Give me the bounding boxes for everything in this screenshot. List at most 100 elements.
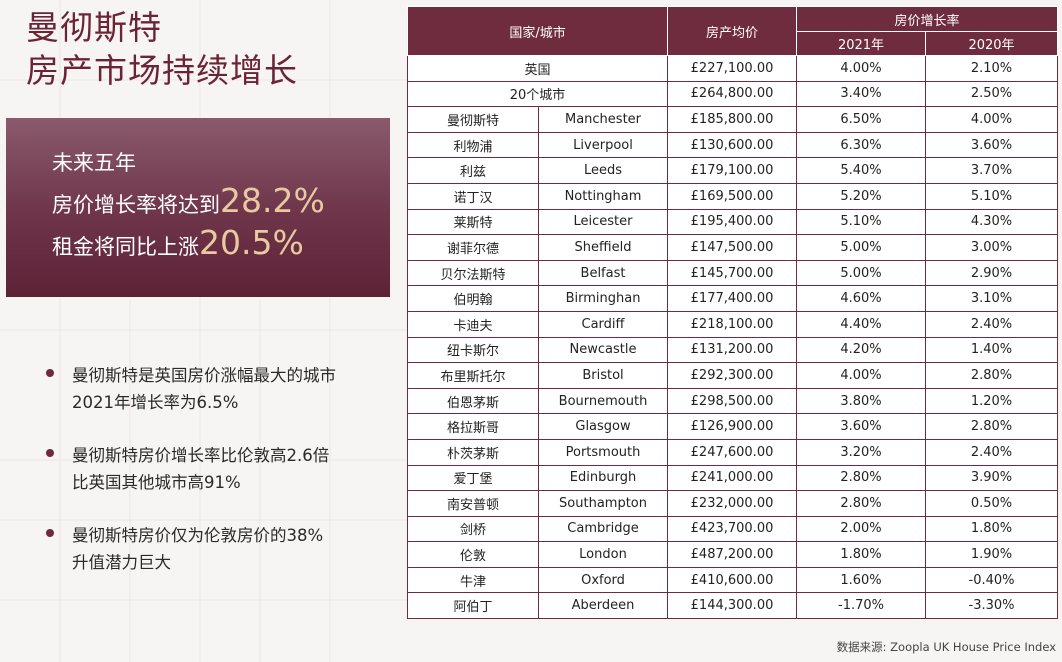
table-row: 伯明翰 Birminghan £177,400.00 4.60% 3.10% <box>407 285 1059 312</box>
cell-growth-2021: 6.30% <box>796 131 927 159</box>
table-row: 贝尔法斯特 Belfast £145,700.00 5.00% 2.90% <box>407 259 1059 287</box>
cell-growth-2021: 6.50% <box>796 106 927 133</box>
cell-growth-2020: -0.40% <box>925 566 1059 594</box>
table-row: 卡迪夫 Cardiff £218,100.00 4.40% 2.40% <box>407 310 1059 338</box>
callout-line-3: 租金将同比上涨20.5% <box>52 224 390 266</box>
table-row: 曼彻斯特 Manchester £185,800.00 6.50% 4.00% <box>407 106 1059 133</box>
cell-growth-2020: 2.90% <box>925 259 1059 287</box>
cell-growth-2020: 2.80% <box>925 362 1059 389</box>
cell-city-en: Aberdeen <box>537 592 669 620</box>
cell-growth-2020: 3.00% <box>925 234 1059 261</box>
cell-city-cn: 朴茨茅斯 <box>407 438 539 466</box>
house-price-table: 国家/城市 房产均价 房价增长率 2021年 2020年 英国 £227,100.… <box>406 6 1059 620</box>
bullet-dot-icon <box>46 369 54 377</box>
cell-avg-price: £292,300.00 <box>667 362 798 389</box>
cell-city-en: Edinburgh <box>537 464 669 492</box>
cell-city-cn: 南安普顿 <box>407 490 539 517</box>
cell-avg-price: £144,300.00 <box>667 592 798 620</box>
bullet-item: 曼彻斯特房价仅为伦敦房价的38% 升值潜力巨大 <box>44 522 384 576</box>
cell-city-cn: 伯恩茅斯 <box>407 387 539 415</box>
callout-price-growth-value: 28.2% <box>220 181 325 220</box>
cell-growth-2020: -3.30% <box>925 592 1059 620</box>
cell-growth-2020: 4.30% <box>925 208 1059 236</box>
table-row: 南安普顿 Southampton £232,000.00 2.80% 0.50% <box>407 490 1059 517</box>
table-row: 剑桥 Cambridge £423,700.00 2.00% 1.80% <box>407 515 1059 543</box>
cell-growth-2021: 5.20% <box>796 182 927 210</box>
bullet-text-line-1: 曼彻斯特是英国房价涨幅最大的城市 <box>72 366 336 385</box>
cell-growth-2020: 1.40% <box>925 336 1059 364</box>
cell-growth-2020: 2.50% <box>925 80 1059 108</box>
cell-growth-2020: 3.70% <box>925 157 1059 184</box>
cell-growth-2021: 5.40% <box>796 157 927 184</box>
table-row: 利兹 Leeds £179,100.00 5.40% 3.70% <box>407 157 1059 184</box>
cell-growth-2021: 3.20% <box>796 438 927 466</box>
table-row: 英国 £227,100.00 4.00% 2.10% <box>406 55 1059 82</box>
cell-growth-2021: 4.40% <box>796 310 927 338</box>
cell-growth-2020: 2.40% <box>925 438 1059 466</box>
table-row: 布里斯托尔 Bristol £292,300.00 4.00% 2.80% <box>407 362 1059 389</box>
bullet-text-line-2: 升值潜力巨大 <box>72 553 171 572</box>
cell-city-cn: 剑桥 <box>407 515 539 543</box>
cell-city-en: Newcastle <box>537 336 669 364</box>
header-location: 国家/城市 <box>406 6 669 56</box>
callout-rent-growth-value: 20.5% <box>199 223 304 262</box>
table-row: 莱斯特 Leicester £195,400.00 5.10% 4.30% <box>407 208 1059 236</box>
callout-line-1: 未来五年 <box>52 151 136 175</box>
callout-rent-growth-label: 租金将同比上涨 <box>52 235 199 259</box>
cell-growth-2020: 5.10% <box>925 182 1059 210</box>
cell-avg-price: £423,700.00 <box>667 515 798 543</box>
bullet-dot-icon <box>46 529 54 537</box>
cell-growth-2020: 3.10% <box>925 285 1059 312</box>
cell-growth-2020: 1.20% <box>925 387 1059 415</box>
cell-growth-2020: 1.90% <box>925 541 1059 568</box>
cell-avg-price: £227,100.00 <box>667 55 798 82</box>
table-row: 朴茨茅斯 Portsmouth £247,600.00 3.20% 2.40% <box>407 438 1059 466</box>
table-row: 爱丁堡 Edinburgh £241,000.00 2.80% 3.90% <box>407 464 1059 492</box>
cell-growth-2021: 4.20% <box>796 336 927 364</box>
table-row: 诺丁汉 Nottingham £169,500.00 5.20% 5.10% <box>407 182 1059 210</box>
cell-avg-price: £298,500.00 <box>667 387 798 415</box>
cell-city-cn: 利物浦 <box>407 131 539 159</box>
page-title: 曼彻斯特 房产市场持续增长 <box>26 6 298 92</box>
table-row: 牛津 Oxford £410,600.00 1.60% -0.40% <box>407 566 1059 594</box>
cell-city-en: Sheffield <box>537 234 669 261</box>
cell-growth-2021: 2.80% <box>796 464 927 492</box>
cell-avg-price: £131,200.00 <box>667 336 798 364</box>
cell-growth-2021: 1.60% <box>796 566 927 594</box>
cell-growth-2020: 4.00% <box>925 106 1059 133</box>
cell-growth-2021: 5.10% <box>796 208 927 236</box>
cell-city-en: Oxford <box>537 566 669 594</box>
cell-city-en: Bristol <box>537 362 669 389</box>
table-row: 纽卡斯尔 Newcastle £131,200.00 4.20% 1.40% <box>407 336 1059 364</box>
cell-avg-price: £487,200.00 <box>667 541 798 568</box>
bullet-text-line-2: 比英国其他城市高91% <box>72 473 241 492</box>
cell-growth-2020: 3.60% <box>925 131 1059 159</box>
table-row: 伦敦 London £487,200.00 1.80% 1.90% <box>407 541 1059 568</box>
callout-price-growth-label: 房价增长率将达到 <box>52 193 220 217</box>
cell-city-cn: 爱丁堡 <box>407 464 539 492</box>
cell-city-cn: 诺丁汉 <box>407 182 539 210</box>
bullet-text-line-1: 曼彻斯特房价增长率比伦敦高2.6倍 <box>72 446 330 465</box>
cell-city-en: Belfast <box>537 259 669 287</box>
cell-growth-2020: 2.80% <box>925 413 1059 440</box>
cell-city-en: Nottingham <box>537 182 669 210</box>
bullet-item: 曼彻斯特是英国房价涨幅最大的城市 2021年增长率为6.5% <box>44 362 384 416</box>
cell-avg-price: £185,800.00 <box>667 106 798 133</box>
cell-city-cn: 纽卡斯尔 <box>407 336 539 364</box>
header-2021: 2021年 <box>796 31 927 56</box>
data-source-note: 数据来源: Zoopla UK House Price Index <box>836 640 1056 654</box>
header-2020: 2020年 <box>925 31 1059 56</box>
cell-avg-price: £169,500.00 <box>667 182 798 210</box>
callout-line-2: 房价增长率将达到28.2% <box>52 182 390 224</box>
cell-city-cn: 阿伯丁 <box>407 592 539 620</box>
cell-avg-price: £126,900.00 <box>667 413 798 440</box>
cell-growth-2021: 3.80% <box>796 387 927 415</box>
cell-avg-price: £247,600.00 <box>667 438 798 466</box>
cell-region: 英国 <box>406 55 669 82</box>
cell-city-cn: 牛津 <box>407 566 539 594</box>
title-line-1: 曼彻斯特 <box>26 8 162 47</box>
cell-avg-price: £241,000.00 <box>667 464 798 492</box>
cell-city-cn: 贝尔法斯特 <box>407 259 539 287</box>
table-body: 英国 £227,100.00 4.00% 2.10% 20个城市 £264,800.00 3… <box>406 55 1059 620</box>
table-row: 20个城市 £264,800.00 3.40% 2.50% <box>406 80 1059 108</box>
